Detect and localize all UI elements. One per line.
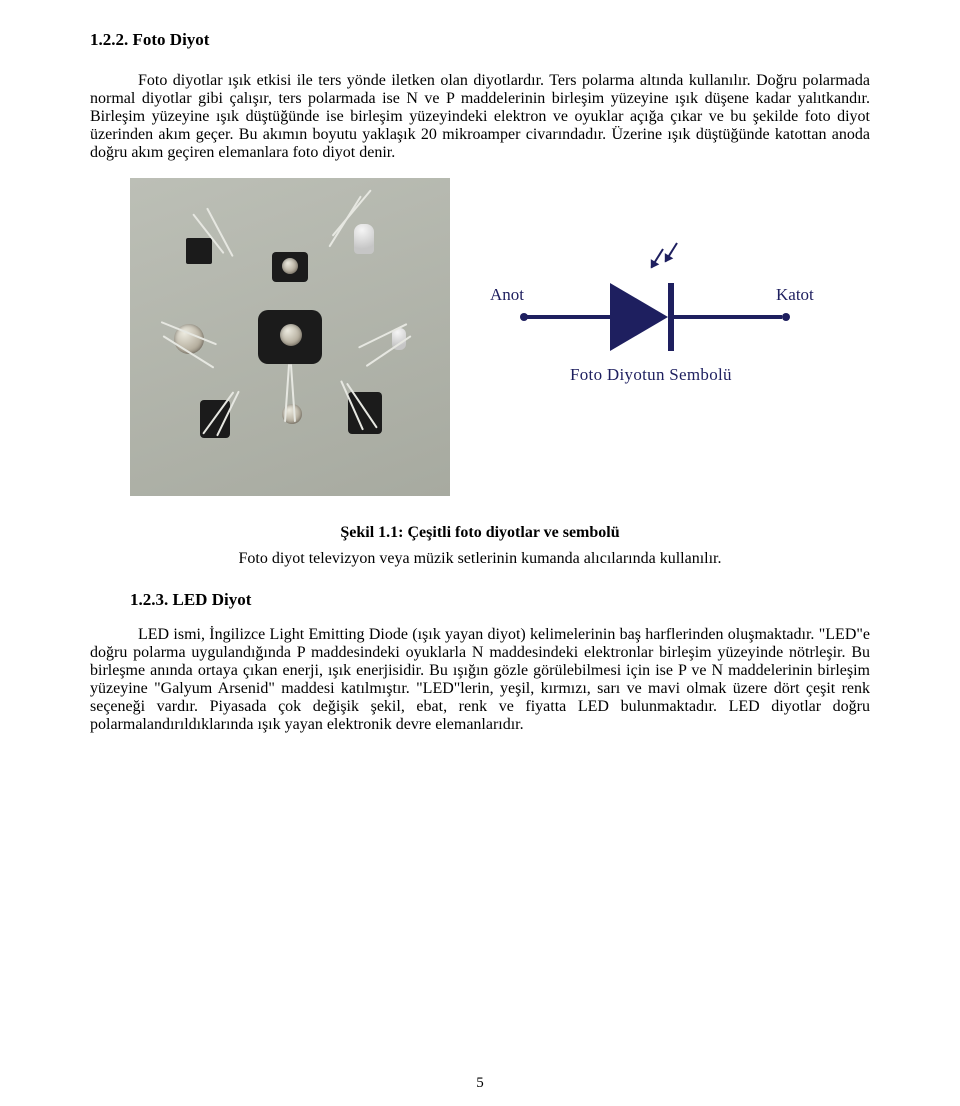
heading-led-diyot: 1.2.3. LED Diyot	[130, 590, 870, 610]
symbol-bottom-label: Foto Diyotun Sembolü	[570, 365, 732, 385]
figure-symbol-photodiode: Anot Katot Foto Diyotun Sembolü	[490, 237, 830, 437]
heading-foto-diyot: 1.2.2. Foto Diyot	[90, 30, 870, 50]
page-number: 5	[0, 1075, 960, 1092]
symbol-cathode-label: Katot	[776, 285, 814, 305]
figure-row: Anot Katot Foto Diyotun Sembolü	[90, 178, 870, 496]
figure-caption: Şekil 1.1: Çeşitli foto diyotlar ve semb…	[90, 524, 870, 542]
paragraph-foto-diyot: Foto diyotlar ışık etkisi ile ters yönde…	[90, 72, 870, 162]
figure-photo-photodiodes	[130, 178, 450, 496]
paragraph-led-diyot: LED ismi, İngilizce Light Emitting Diode…	[90, 626, 870, 734]
symbol-anode-label: Anot	[490, 285, 524, 305]
figure-subcaption: Foto diyot televizyon veya müzik setleri…	[90, 550, 870, 568]
